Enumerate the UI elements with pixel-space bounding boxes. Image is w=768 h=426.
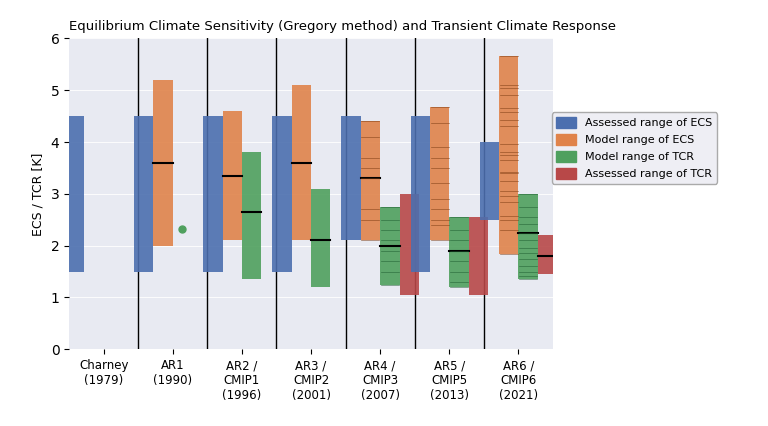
- Bar: [518, 194, 538, 279]
- Bar: [204, 116, 223, 272]
- Bar: [134, 116, 154, 272]
- Bar: [480, 142, 499, 220]
- Bar: [411, 116, 430, 272]
- Bar: [311, 189, 330, 287]
- Text: Equilibrium Climate Sensitivity (Gregory method) and Transient Climate Response: Equilibrium Climate Sensitivity (Gregory…: [69, 20, 616, 33]
- Bar: [65, 116, 84, 272]
- Bar: [273, 116, 292, 272]
- Y-axis label: ECS / TCR [K]: ECS / TCR [K]: [32, 152, 45, 236]
- Bar: [380, 207, 399, 285]
- Bar: [342, 116, 361, 240]
- Bar: [154, 80, 173, 246]
- Bar: [499, 57, 518, 254]
- Bar: [292, 85, 311, 240]
- Bar: [223, 111, 242, 240]
- Legend: Assessed range of ECS, Model range of ECS, Model range of TCR, Assessed range of: Assessed range of ECS, Model range of EC…: [551, 112, 717, 184]
- Bar: [468, 217, 488, 295]
- Bar: [242, 153, 261, 279]
- Bar: [430, 107, 449, 240]
- Bar: [538, 235, 557, 274]
- Bar: [399, 194, 419, 295]
- Bar: [449, 217, 468, 287]
- Bar: [361, 121, 380, 240]
